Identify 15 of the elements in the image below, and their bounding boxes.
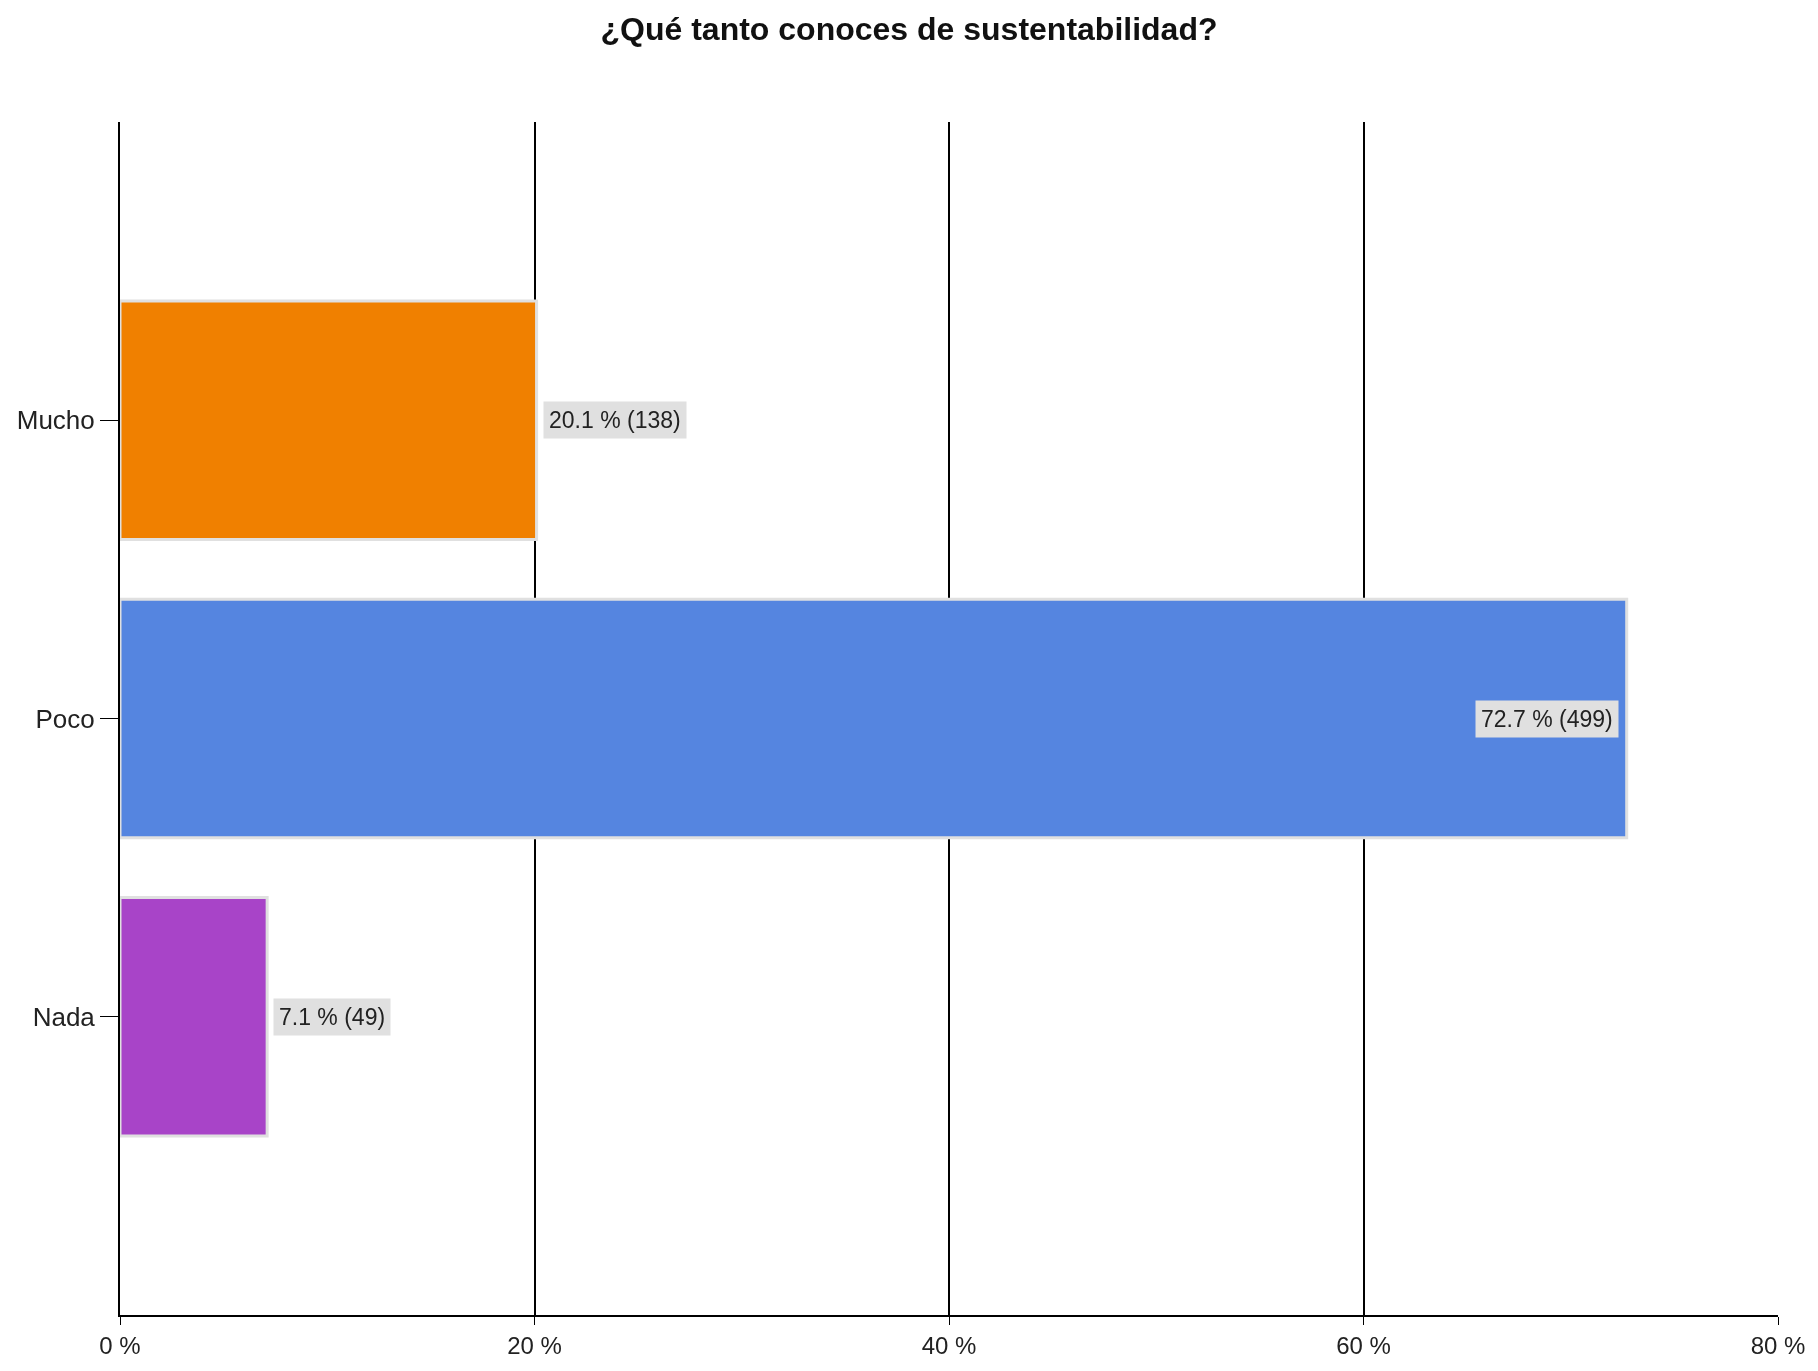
y-tick-label: Nada bbox=[32, 1001, 96, 1032]
y-tick-label: Mucho bbox=[16, 405, 95, 436]
x-tick-label: 20 % bbox=[507, 1331, 562, 1359]
bar bbox=[120, 299, 539, 542]
data-label: 72.7 % (499) bbox=[1481, 706, 1613, 732]
bar bbox=[120, 597, 1629, 840]
x-tick-label: 0 % bbox=[99, 1331, 141, 1359]
x-tick-label: 80 % bbox=[1750, 1331, 1806, 1359]
x-tick-label: 60 % bbox=[1336, 1331, 1391, 1359]
data-label: 20.1 % (138) bbox=[549, 407, 681, 433]
data-label: 7.1 % (49) bbox=[279, 1004, 386, 1030]
x-tick-label: 40 % bbox=[921, 1331, 977, 1359]
bar bbox=[120, 895, 269, 1138]
y-tick-label: Poco bbox=[35, 703, 95, 734]
chart-title: ¿Qué tanto conoces de sustentabilidad? bbox=[600, 11, 1218, 48]
